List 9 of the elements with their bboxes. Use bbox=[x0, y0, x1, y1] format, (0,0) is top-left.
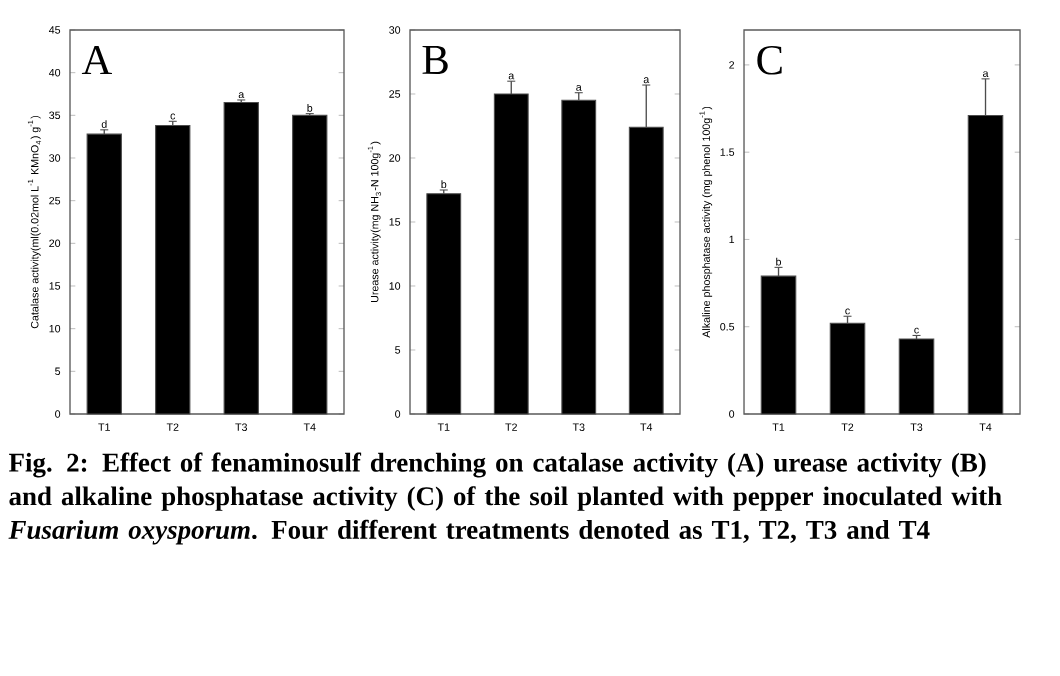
bar bbox=[561, 99, 597, 415]
annotation: A bbox=[81, 45, 112, 75]
annotation: C bbox=[757, 45, 782, 75]
text: Fig. 2: Effect of fenaminosulf drenching on catalase activity (A) urease activity (B) and alkaline phosphatase activity (C) of the soil planted with pepper inoculated with Fusarium oxysporum. Four different treatments denoted as T1, T2, T3 and T4 bbox=[8, 452, 1002, 545]
annotation: B bbox=[422, 45, 448, 74]
bar bbox=[829, 322, 866, 415]
bar bbox=[898, 338, 935, 415]
bar bbox=[760, 275, 797, 415]
bar bbox=[426, 193, 462, 415]
